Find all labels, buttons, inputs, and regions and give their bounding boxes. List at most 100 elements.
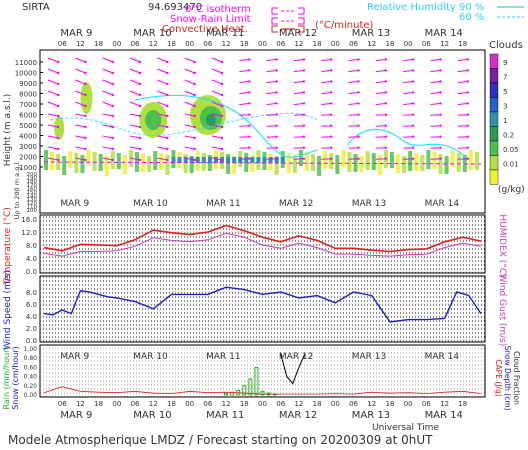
wind-arrow [184, 79, 195, 85]
wind-arrow [129, 68, 141, 74]
y-tick-label: 10000 [15, 70, 37, 78]
y-tick-label: 11000 [15, 59, 37, 67]
wind-arrow [293, 136, 304, 138]
y-tick-label: 8000 [19, 91, 37, 99]
cloud-low [456, 153, 461, 172]
wind-arrow-head [138, 93, 142, 97]
cloud-blob [54, 116, 65, 140]
wind-arrow [102, 57, 113, 63]
cloud-panel-day-labels: MAR 9 MAR 10 MAR 11 MAR 12 MAR 13 MAR 14 [60, 199, 459, 209]
precip-plot: 1.00 0.80 0.60 0.40 0.20 0.00 [24, 346, 482, 399]
y-tick-label-low: 180 [27, 179, 38, 185]
footer-caption: Modele Atmospherique LMDZ / Forecast sta… [8, 433, 433, 447]
colorbar-title: Clouds [489, 40, 523, 51]
day-label: MAR 13 [352, 410, 390, 421]
wind-arrow-head [111, 158, 114, 162]
wind-arrow-head [248, 113, 251, 116]
wind-arrow [157, 124, 168, 128]
wind-arrow [403, 80, 414, 84]
wind-arrow-head [466, 124, 469, 127]
wind-arrow [266, 125, 277, 127]
day-label: MAR 11 [206, 199, 241, 209]
wind-arrow-head [166, 136, 169, 140]
temperature-plot: 16.0 12.0 8.0 4.0 0.0 [21, 216, 485, 276]
y-tick-label-low: 150 [27, 190, 38, 196]
wind-arrow-head [166, 60, 169, 64]
wind-arrow-head [138, 147, 142, 151]
wind-arrow-head [193, 125, 196, 129]
colorbar-unit: (g/kg) [498, 185, 525, 195]
cloud-low [450, 151, 455, 167]
cloud-low [432, 152, 437, 169]
wind-arrow [47, 101, 59, 107]
wind-arrow [293, 147, 304, 149]
wind-arrow [293, 58, 304, 62]
wind-arrow-head [220, 114, 224, 118]
cloud-low [286, 153, 291, 173]
y-tick-label: 16.0 [21, 216, 37, 224]
cloud-low [365, 151, 370, 170]
wind-arrow [157, 57, 168, 63]
wind-arrow [375, 136, 386, 138]
cloud-low [50, 152, 55, 170]
cloud-blob [80, 82, 93, 114]
wind-arrow-head [275, 80, 278, 83]
wind-arrow-head [275, 113, 278, 116]
hour-label: 12 [222, 40, 231, 48]
cloud-low [226, 154, 231, 174]
y-tick-label: 9000 [19, 80, 37, 88]
y-tick-label-low: 100 [27, 208, 38, 214]
wind-arrow-head [111, 104, 114, 108]
cloud-low [141, 154, 146, 172]
wind-arrow [403, 102, 414, 106]
cloud-low [189, 156, 194, 173]
cloud-low [292, 155, 297, 173]
wind-arrow-head [193, 147, 196, 151]
wind-arrow-head [193, 93, 196, 97]
wind-arrow-head [384, 124, 388, 127]
wind-arrow-head [466, 91, 469, 94]
hour-label: 00 [331, 400, 340, 408]
cloud-low [317, 156, 322, 176]
cloud-low [116, 153, 121, 169]
wind-arrow [321, 91, 332, 95]
wind-arrow-head [220, 82, 224, 86]
wind-arrow [457, 114, 468, 116]
wind-arrow [348, 80, 359, 84]
cloud-low [341, 150, 346, 167]
wind-arrow [266, 158, 277, 160]
hour-label: 18 [167, 40, 176, 48]
hour-label: 06 [276, 400, 285, 408]
wind-arrow-head [439, 80, 442, 83]
wind-arrow-head [56, 114, 60, 118]
wind-arrow-head [411, 58, 415, 61]
wind-arrow [47, 90, 59, 96]
wind-arrow-head [275, 135, 278, 138]
rain-bar [242, 385, 247, 396]
y-tick-label: 0.60 [24, 364, 38, 371]
cloud-low [371, 153, 376, 170]
hour-label: 12 [76, 400, 85, 408]
wind-arrow-head [411, 113, 415, 116]
wind-arrow [430, 102, 441, 106]
cloud-low [359, 156, 364, 172]
wind-arrow [129, 146, 141, 150]
wind-arrow [157, 135, 168, 139]
temperature-ylabel: Temperature (°C) [3, 207, 13, 286]
wind-arrow-head [357, 80, 360, 83]
wind-arrow [266, 69, 277, 73]
cloud-core [280, 157, 285, 163]
wind-arrow-head [357, 146, 360, 149]
legend-snow-rain: Snow-Rain Limit [170, 14, 251, 25]
day-label: MAR 10 [133, 410, 171, 421]
wind-arrow [157, 113, 168, 117]
cloud-core [250, 157, 255, 163]
y-tick-label: 8.0 [26, 242, 37, 250]
y-tick-label-low: 170 [27, 183, 38, 189]
wind-arrow-head [111, 82, 114, 86]
hour-label: 18 [94, 400, 103, 408]
wind-arrow [129, 101, 141, 107]
rain-ylabel: Rain (mm/hour) [2, 347, 11, 410]
wind-arrow-head [330, 58, 333, 61]
wind-arrow [457, 102, 468, 106]
